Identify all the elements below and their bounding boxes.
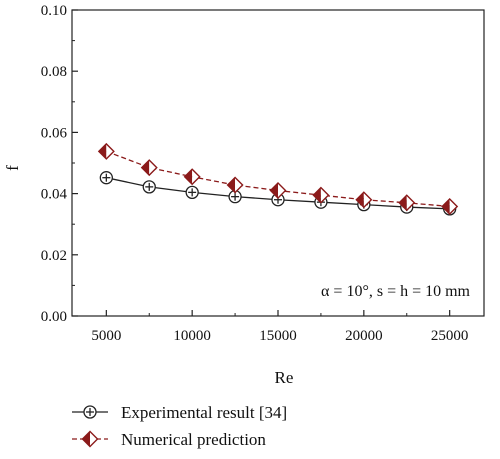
marker-left-half (399, 195, 407, 211)
marker-right-half (449, 198, 458, 214)
chart-annotation: α = 10°, s = h = 10 mm (321, 283, 471, 300)
series-layer (97, 142, 459, 216)
legend-label: Experimental result [34] (121, 403, 287, 422)
legend-item: Experimental result [34] (72, 403, 287, 422)
x-tick-label: 10000 (173, 328, 211, 344)
marker-left-half (442, 198, 450, 214)
data-point-marker (312, 186, 330, 204)
y-tick-label: 0.08 (41, 64, 67, 80)
data-point-marker (355, 191, 373, 209)
data-point-marker (97, 142, 115, 160)
y-tick-label: 0.04 (41, 187, 68, 203)
marker-right-half (149, 160, 157, 176)
marker-left-half (356, 192, 364, 208)
marker-right-half (406, 195, 415, 211)
marker-left-half (227, 177, 236, 193)
marker-left-half (82, 431, 90, 447)
data-point-marker (441, 197, 459, 215)
marker-left-half (270, 183, 278, 199)
marker-left-half (184, 169, 193, 185)
marker-outline (398, 194, 416, 212)
x-tick-label: 5000 (91, 328, 121, 344)
marker-outline (312, 186, 330, 204)
y-tick-label: 0.06 (41, 125, 68, 141)
data-point-marker (81, 430, 99, 448)
marker-outline (355, 191, 373, 209)
legend-item: Numerical prediction (72, 430, 266, 449)
marker-outline (183, 168, 201, 186)
marker-outline (441, 197, 459, 215)
marker-outline (97, 142, 115, 160)
y-axis-title: f (3, 165, 22, 171)
x-tick-label: 15000 (259, 328, 297, 344)
y-tick-label: 0.10 (41, 3, 67, 19)
data-point-marker (140, 159, 158, 177)
marker-right-half (90, 431, 98, 447)
marker-outline (269, 182, 287, 200)
data-point-marker (226, 176, 244, 194)
marker-right-half (278, 183, 286, 199)
x-tick-label: 20000 (345, 328, 383, 344)
series-2 (97, 142, 459, 215)
legend-label: Numerical prediction (121, 430, 266, 449)
marker-right-half (106, 143, 114, 159)
y-tick-label: 0.00 (41, 309, 67, 325)
marker-right-half (192, 169, 200, 185)
marker-right-half (235, 177, 243, 193)
x-axis-title: Re (275, 368, 294, 387)
data-point-marker (398, 194, 416, 212)
data-point-marker (142, 180, 156, 194)
marker-outline (140, 159, 158, 177)
marker-outline (226, 176, 244, 194)
marker-outline (81, 430, 99, 448)
data-point-marker (183, 168, 201, 186)
x-tick-label: 25000 (431, 328, 469, 344)
plot-frame (71, 9, 485, 317)
data-point-marker (269, 182, 287, 200)
marker-right-half (320, 187, 329, 203)
axis-ticks: 5000 10000 15000 20000 25000 0.00 0.02 0.04 0.06… (41, 3, 469, 344)
data-point-marker (185, 185, 199, 200)
data-point-marker (83, 405, 97, 419)
marker-right-half (363, 192, 372, 208)
y-tick-label: 0.02 (41, 248, 67, 264)
marker-left-half (313, 187, 321, 203)
marker-left-half (98, 143, 107, 159)
legend: Experimental result [34] Numerical predic… (72, 403, 287, 449)
data-point-marker (99, 171, 113, 185)
marker-left-half (141, 160, 150, 176)
